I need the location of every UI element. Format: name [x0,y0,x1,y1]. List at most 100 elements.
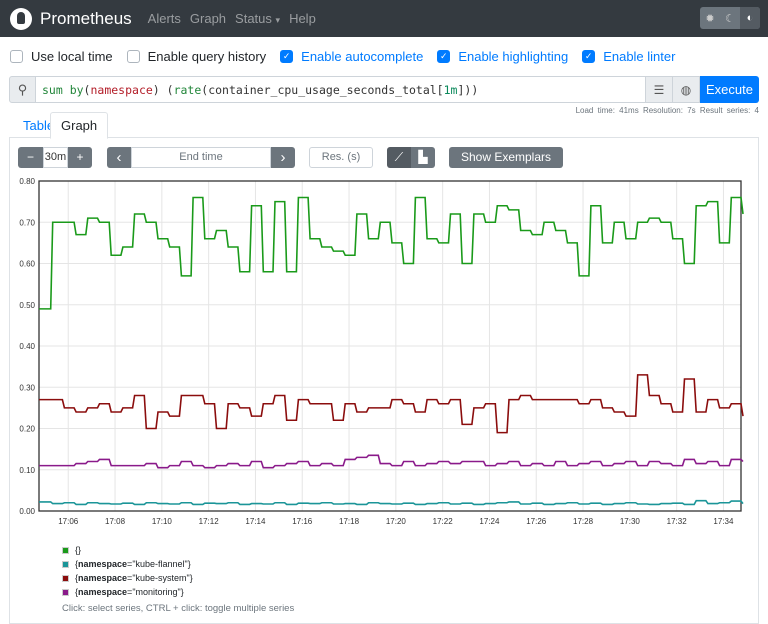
gear-icon[interactable]: ✹ [705,12,715,25]
nav-alerts[interactable]: Alerts [147,11,181,26]
x-tick-label: 17:30 [620,517,641,526]
y-tick-label: 0.60 [19,260,35,269]
query-token: sum by [42,82,84,97]
series-line-1 [39,499,744,506]
x-tick-label: 17:22 [433,517,454,526]
nav-status[interactable]: Status ▾ [235,11,280,26]
x-tick-label: 17:28 [573,517,594,526]
next-time-button[interactable]: › [271,146,295,168]
resolution-input[interactable]: Res. (s) [309,146,373,168]
graph-controls: − 30m + ‹ End time › Res. (s) ⟋ ▙ Show E… [10,138,758,168]
x-tick-label: 17:08 [105,517,126,526]
option-label: Enable query history [147,48,267,64]
label-value: "monitoring" [132,587,181,597]
caret-down-icon: ▾ [275,15,281,25]
prev-time-button[interactable]: ‹ [107,146,131,168]
y-tick-label: 0.20 [19,425,35,434]
execute-button[interactable]: Execute [700,76,759,103]
label-key: namespace [78,573,128,583]
metrics-explorer-button[interactable]: ◍ [673,76,700,103]
nav-help[interactable]: Help [289,11,316,26]
end-time-input[interactable]: End time [131,146,271,168]
checkbox[interactable] [126,49,140,63]
x-tick-label: 17:06 [58,517,79,526]
decrease-range-button[interactable]: − [18,146,43,168]
y-tick-label: 0.00 [19,507,35,516]
legend-label: {} [75,545,82,555]
tabs: Table Graph Load time: 41ms Resolution: … [9,106,759,139]
legend-swatch [62,560,69,568]
legend-swatch [62,574,69,582]
graph-panel: − 30m + ‹ End time › Res. (s) ⟋ ▙ Show E… [9,138,759,624]
series-line-0 [39,196,744,310]
option-2[interactable]: ✓ Enable autocomplete [280,49,423,64]
option-0[interactable]: Use local time [10,49,113,64]
legend-item[interactable]: {namespace="monitoring"} [62,585,294,599]
legend-label: {namespace="kube-flannel"} [75,559,191,569]
checkbox[interactable] [10,49,23,63]
legend-item[interactable]: {namespace="kube-flannel"} [62,557,294,571]
label-value: "kube-flannel" [132,559,188,569]
legend-hint: Click: select series, CTRL + click: togg… [62,603,295,614]
x-tick-label: 17:10 [152,517,173,526]
x-tick-label: 17:26 [526,517,547,526]
query-token: ])) [457,82,479,97]
x-tick-label: 17:32 [667,517,688,526]
legend-swatch [62,546,69,554]
y-tick-label: 0.70 [19,218,35,227]
legend-item[interactable]: {} [62,543,294,557]
nav-graph[interactable]: Graph [189,11,227,26]
y-tick-label: 0.30 [19,383,35,392]
legend-swatch [62,588,69,596]
prometheus-logo-icon[interactable] [10,7,32,30]
label-value: "kube-system" [132,573,190,583]
x-tick-label: 17:14 [245,517,266,526]
x-tick-label: 17:18 [339,517,360,526]
option-1[interactable]: Enable query history [126,48,267,64]
query-token: rate [173,82,202,97]
series-line-3 [39,454,744,469]
search-icon: ⚲ [9,76,36,103]
y-tick-label: 0.50 [19,301,35,310]
option-4[interactable]: ✓ Enable linter [582,49,675,64]
format-query-button[interactable]: ☰ [646,76,673,103]
contrast-icon[interactable]: ◐ [740,7,760,29]
x-tick-label: 17:34 [713,517,734,526]
stacked-chart-icon[interactable]: ▙ [411,146,435,168]
range-input[interactable]: 30m [43,146,68,168]
moon-icon[interactable]: ☾ [725,12,735,25]
query-options: Use local time Enable query history ✓ Enabl… [0,37,768,75]
legend: {} {namespace="kube-flannel"} {namespace="… [62,543,294,614]
x-tick-label: 17:16 [292,517,313,526]
line-chart-icon[interactable]: ⟋ [387,146,411,168]
graph-chart[interactable]: 0.00 0.10 0.20 0.30 0.40 0.50 0.60 0.70 0.80 17:0… [10,173,758,533]
option-label: Enable autocomplete [301,48,424,64]
y-tick-label: 0.10 [19,466,35,475]
query-input[interactable]: sum by(namespace) (rate (container_cpu_us… [36,76,646,103]
option-label: Enable highlighting [458,48,569,64]
option-3[interactable]: ✓ Enable highlighting [437,49,568,64]
legend-item[interactable]: {namespace="kube-system"} [62,571,294,585]
label-key: namespace [78,587,128,597]
series-line-2 [39,374,744,434]
query-token: ) ( [152,82,174,97]
checkbox[interactable]: ✓ [582,49,596,63]
query-token: (container_cpu_usage_seconds_total[ [201,82,444,97]
increase-range-button[interactable]: + [68,146,92,168]
tab-table[interactable]: Table [23,118,55,133]
tab-graph[interactable]: Graph [50,112,109,139]
query-token: 1m [443,82,458,97]
nav-status-label: Status [235,11,272,26]
query-bar: ⚲ sum by(namespace) (rate (container_cpu_… [9,76,759,103]
query-stats: Load time: 41ms Resolution: 7s Result se… [575,106,759,115]
brand[interactable]: Prometheus [40,8,132,28]
label-key: namespace [78,559,128,569]
checkbox[interactable]: ✓ [280,49,294,63]
show-exemplars-button[interactable]: Show Exemplars [449,146,563,168]
legend-label: {namespace="kube-system"} [75,573,193,583]
option-label: Use local time [31,48,113,64]
x-tick-label: 17:20 [386,517,407,526]
query-token: ( [83,82,91,97]
x-tick-label: 17:24 [479,517,500,526]
checkbox[interactable]: ✓ [437,49,451,63]
